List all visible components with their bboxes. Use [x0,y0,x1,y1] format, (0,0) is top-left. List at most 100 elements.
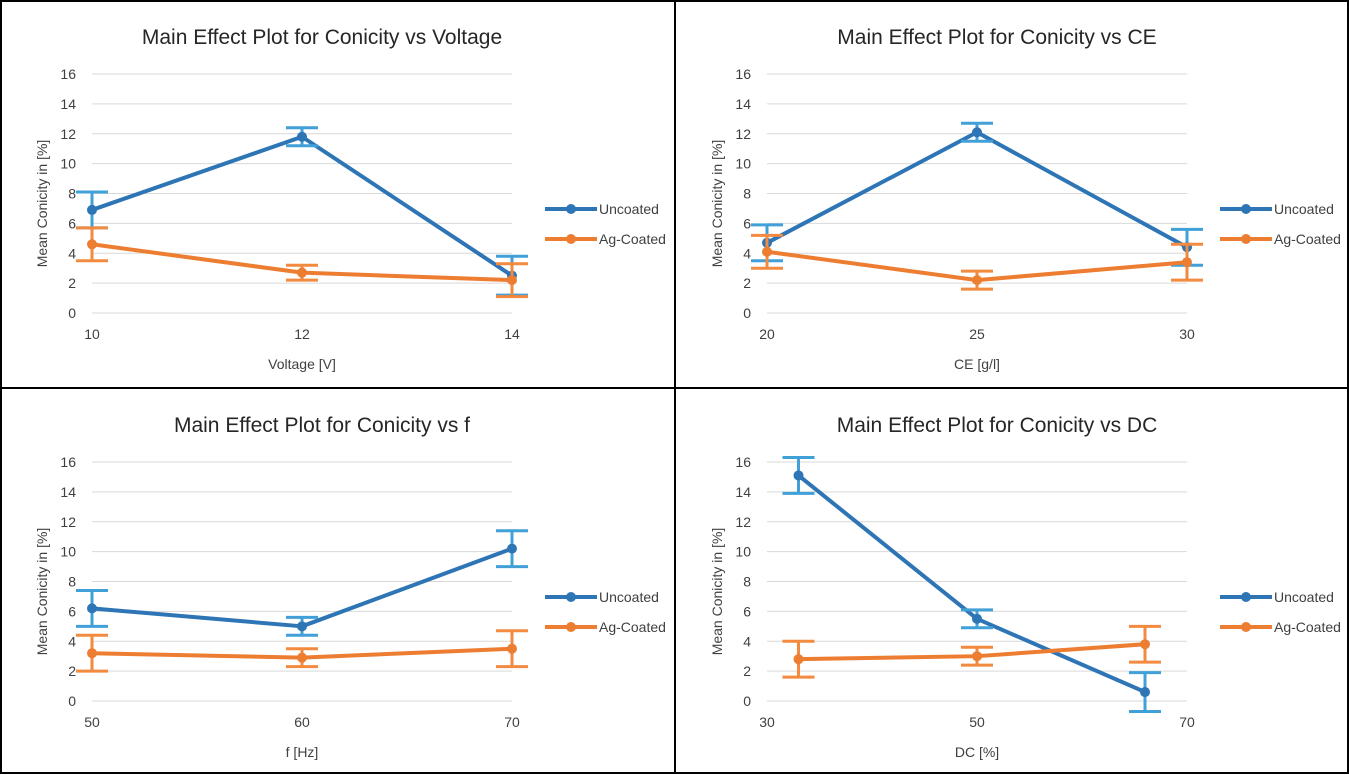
data-point [87,204,97,215]
x-tick-label: 50 [969,714,985,730]
data-point [972,127,982,138]
series-uncoated [751,121,1203,267]
y-tick-label: 4 [68,245,76,261]
legend-label: Uncoated [599,589,659,605]
data-point [972,613,982,624]
y-tick-label: 14 [60,484,76,500]
chart-svg: Main Effect Plot for Conicity vs f 0 2 4 6 8 1… [34,414,666,760]
legend-label: Ag-Coated [1274,231,1341,247]
y-tick-label: 8 [743,186,751,202]
y-tick-label: 6 [68,215,76,231]
x-tick-label: 70 [1179,714,1195,730]
y-tick-label: 12 [735,126,751,142]
chart-svg: Main Effect Plot for Conicity vs DC 0 2 4 6 8… [709,414,1341,760]
chart-title: Main Effect Plot for Conicity vs f [174,414,470,437]
y-tick-label: 16 [60,454,76,470]
legend-swatch-marker [1241,234,1251,244]
data-point [87,239,97,250]
y-tick-label: 4 [743,245,751,261]
data-point [507,543,517,554]
chart-panel-dc: Main Effect Plot for Conicity vs DC 0 2 4 6 8… [675,388,1349,775]
y-tick-label: 16 [60,66,76,82]
y-axis-label: Mean Conicity in [%] [34,140,50,268]
y-tick-label: 16 [735,454,751,470]
y-tick-label: 6 [68,603,76,619]
legend-label: Ag-Coated [599,231,666,247]
y-tick-label: 10 [60,156,76,172]
x-axis-label: f [Hz] [286,744,319,760]
y-tick-label: 0 [743,305,751,321]
y-axis-label: Mean Conicity in [%] [709,528,725,656]
y-tick-label: 10 [735,156,751,172]
series-line [765,130,1189,250]
x-tick-label: 70 [504,714,520,730]
series-ag-coated [76,629,528,673]
x-tick-label: 14 [504,326,520,342]
y-tick-label: 2 [743,663,751,679]
chart-svg: Main Effect Plot for Conicity vs Voltage… [34,26,666,372]
chart-panel-voltage: Main Effect Plot for Conicity vs Voltage… [0,0,674,387]
y-tick-label: 14 [735,484,751,500]
data-point [297,621,307,632]
data-point [762,246,772,257]
x-tick-label: 10 [84,326,100,342]
legend-swatch-marker [566,204,576,214]
y-tick-label: 8 [68,574,76,590]
series-line [90,546,514,629]
chart-title: Main Effect Plot for Conicity vs Voltage [142,26,502,49]
data-point [793,470,804,481]
y-tick-label: 0 [68,305,76,321]
legend-swatch-marker [1241,622,1251,632]
y-tick-label: 8 [68,186,76,202]
data-point [507,643,517,654]
legend-label: Uncoated [599,201,659,217]
data-point [507,275,517,286]
chart-panel-frequency: Main Effect Plot for Conicity vs f 0 2 4 6 8 1… [0,388,674,775]
legend-label: Uncoated [1274,201,1334,217]
legend-label: Uncoated [1274,589,1334,605]
data-point [87,648,97,659]
chart-svg: Main Effect Plot for Conicity vs CE 0 2 4 6 8… [709,26,1341,372]
series-uncoated [76,529,528,637]
y-tick-label: 14 [60,96,76,112]
x-axis-label: CE [g/l] [954,356,1000,372]
legend-swatch-marker [566,234,576,244]
y-tick-label: 6 [743,603,751,619]
chart-panel-ce: Main Effect Plot for Conicity vs CE 0 2 4 6 8… [675,0,1349,387]
y-tick-label: 0 [68,693,76,709]
x-tick-label: 12 [294,326,310,342]
y-tick-label: 12 [735,514,751,530]
x-tick-label: 30 [1179,326,1195,342]
series-uncoated [782,456,1161,713]
data-point [297,131,307,142]
y-tick-label: 2 [68,275,76,291]
y-tick-label: 14 [735,96,751,112]
y-tick-label: 4 [68,633,76,649]
y-tick-label: 12 [60,126,76,142]
y-tick-label: 2 [743,275,751,291]
x-axis-label: DC [%] [955,744,999,760]
chart-title: Main Effect Plot for Conicity vs CE [837,26,1156,49]
data-point [972,651,982,662]
y-tick-label: 8 [743,574,751,590]
x-tick-label: 50 [84,714,100,730]
legend-label: Ag-Coated [1274,619,1341,635]
series-ag-coated [76,226,528,299]
y-tick-label: 0 [743,693,751,709]
y-tick-label: 12 [60,514,76,530]
x-tick-label: 30 [759,714,775,730]
legend-swatch-marker [1241,592,1251,602]
legend-swatch-marker [1241,204,1251,214]
legend-swatch-marker [566,592,576,602]
x-tick-label: 60 [294,714,310,730]
y-axis-label: Mean Conicity in [%] [709,140,725,268]
data-point [1140,687,1150,698]
y-axis-label: Mean Conicity in [%] [34,528,50,656]
x-tick-label: 20 [759,326,775,342]
x-axis-label: Voltage [V] [268,356,336,372]
data-point [1182,257,1192,268]
legend-swatch-marker [566,622,576,632]
series-ag-coated [751,233,1203,291]
x-tick-label: 25 [969,326,985,342]
